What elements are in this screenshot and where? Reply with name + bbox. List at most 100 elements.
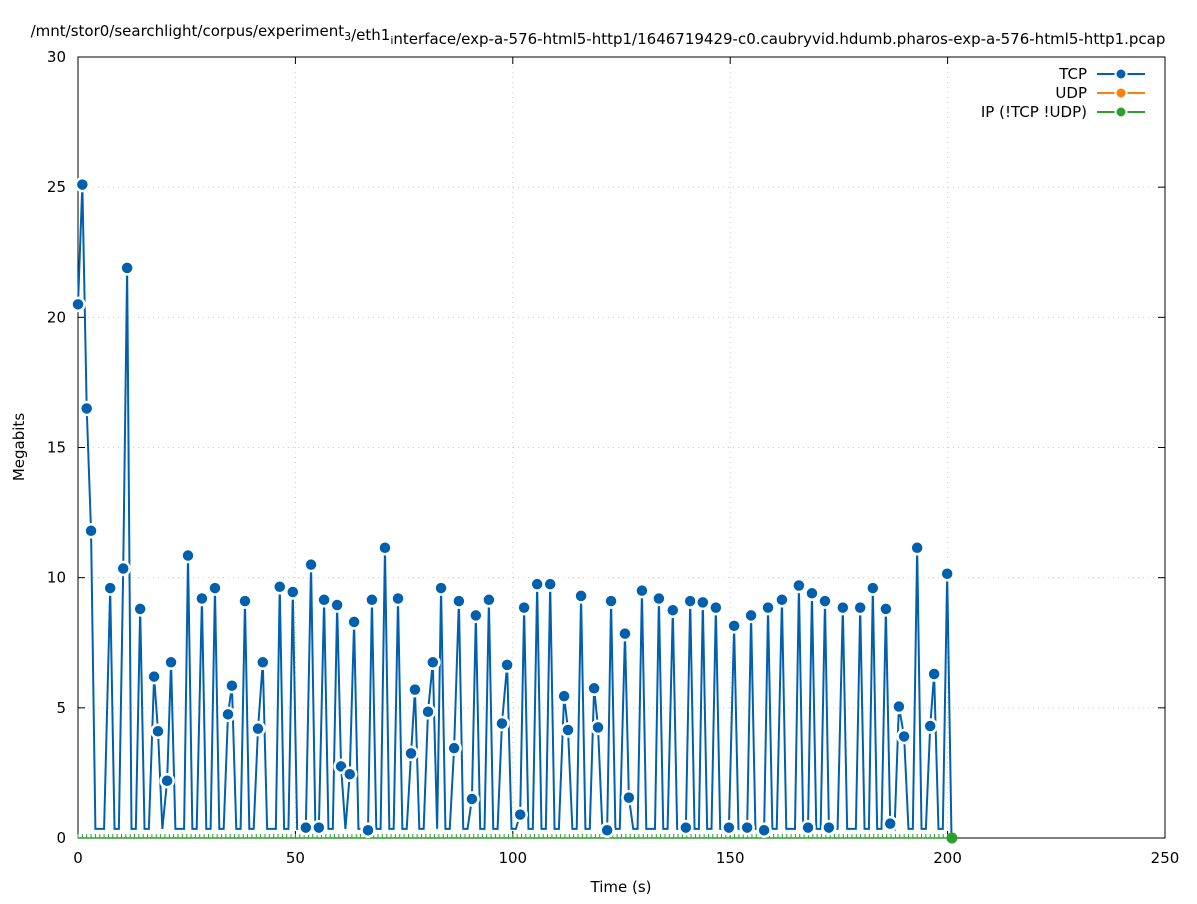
tcp-point (150, 723, 166, 740)
tcp-point (800, 819, 816, 836)
legend-marker (1114, 105, 1128, 119)
tcp-point (146, 668, 162, 685)
tcp-point (756, 822, 772, 838)
tcp-point (651, 590, 667, 607)
tcp-point (329, 597, 345, 613)
series-layer (70, 176, 958, 844)
tcp-point (721, 819, 737, 836)
legend-label: IP (!TCP !UDP) (981, 103, 1087, 121)
title-part: nterface/exp-a-576-html5-http1/164671942… (393, 30, 1165, 48)
tcp-point (590, 719, 606, 736)
tcp-point (739, 819, 755, 836)
tcp-point (311, 819, 327, 836)
tcp-point (285, 584, 301, 600)
legend-marker (1114, 86, 1128, 100)
tcp-point (665, 602, 681, 618)
tcp-point (119, 260, 135, 276)
tcp-point (774, 592, 790, 608)
tcp-point (194, 590, 210, 607)
ip-point-end (946, 832, 958, 844)
tcp-point (271, 579, 288, 595)
tcp-point (342, 766, 358, 782)
tcp-point (760, 599, 776, 616)
tcp-point (102, 580, 118, 596)
tcp-point (433, 580, 449, 596)
tcp-point (560, 722, 576, 738)
tcp-point (682, 593, 698, 609)
tcp-point (464, 791, 480, 807)
grid (78, 57, 1165, 838)
tcp-point (403, 745, 419, 762)
x-tick-label: 150 (716, 849, 745, 867)
tcp-point (468, 607, 484, 624)
tcp-point (896, 728, 912, 745)
tcp-point (180, 547, 196, 564)
tcp-point (695, 594, 711, 611)
title-part: /eth1 (351, 26, 390, 44)
legend-marker (1114, 67, 1128, 81)
tcp-point (207, 580, 223, 596)
y-tick-label: 30 (47, 48, 66, 66)
tcp-point (821, 819, 837, 836)
tcp-point (835, 599, 851, 616)
tcp-point (542, 576, 558, 592)
tcp-point (817, 593, 833, 609)
tcp-point (804, 585, 820, 602)
tcp-point (346, 614, 362, 630)
x-tick-label: 50 (286, 849, 305, 867)
title-part: /mnt/stor0/searchlight/corpus/experiment (31, 22, 345, 40)
x-tick-label: 0 (73, 849, 83, 867)
tcp-point (726, 618, 742, 634)
tcp-point (83, 523, 99, 539)
tcp-point (516, 599, 532, 616)
tcp-point (224, 677, 240, 694)
tcp-point (364, 592, 380, 608)
y-tick-label: 5 (56, 699, 66, 717)
tcp-point (255, 654, 271, 671)
tcp-point (494, 715, 510, 732)
tcp-point (78, 400, 95, 417)
y-tick-label: 15 (47, 439, 66, 457)
tcp-point (922, 718, 938, 734)
tcp-point (621, 789, 637, 806)
tcp-point (878, 601, 894, 617)
tcp-point (603, 593, 619, 609)
axis-ticks: 0 50 100 150 200 250 0 5 10 15 20 25 30 (47, 48, 1179, 867)
legend-label: UDP (1055, 84, 1087, 102)
tcp-point (407, 681, 423, 698)
tcp-point (74, 176, 91, 193)
title-subscript: 3 (344, 30, 351, 43)
tcp-point (586, 680, 602, 697)
tcp-point (115, 560, 131, 577)
tcp-point (512, 806, 528, 823)
x-tick-label: 200 (933, 849, 962, 867)
tcp-point (481, 592, 497, 608)
tcp-point (237, 593, 253, 609)
tcp-point (159, 772, 175, 789)
tcp-point (220, 706, 236, 723)
tcp-point (852, 599, 868, 616)
tcp-point (425, 654, 441, 671)
tcp-point (132, 601, 148, 617)
y-tick-label: 0 (56, 829, 66, 847)
tcp-point (250, 720, 266, 737)
y-tick-label: 10 (47, 569, 66, 587)
y-axis-label: Megabits (10, 413, 28, 481)
tcp-point (909, 539, 925, 556)
title-subscript: i (390, 34, 393, 47)
tcp-point (377, 539, 393, 556)
tcp-series-line (77, 184, 953, 839)
tcp-point (634, 582, 650, 599)
tcp-point (743, 607, 759, 624)
tcp-point (303, 556, 319, 573)
tcp-point (678, 819, 694, 836)
tcp-point (891, 698, 907, 715)
tcp-point (316, 592, 332, 608)
tcp-point (451, 593, 467, 609)
tcp-point (882, 815, 898, 832)
tcp-point (926, 666, 942, 682)
tcp-point (499, 657, 515, 673)
x-tick-label: 250 (1151, 849, 1180, 867)
legend-label: TCP (1058, 65, 1087, 83)
